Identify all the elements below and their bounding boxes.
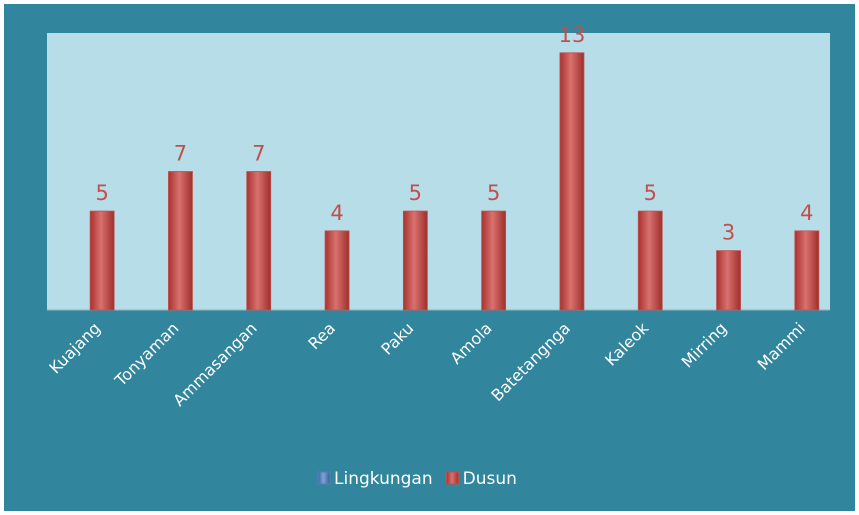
bar	[89, 210, 115, 311]
bar	[168, 171, 193, 311]
data-label: 7	[174, 142, 187, 166]
data-label: 13	[559, 23, 586, 47]
legend-label: Dusun	[463, 469, 517, 489]
legend-swatch	[317, 471, 331, 485]
bar	[246, 171, 272, 311]
legend-label: Lingkungan	[334, 469, 433, 489]
bar	[794, 230, 820, 311]
bar	[481, 210, 507, 311]
bar	[324, 230, 350, 311]
data-label: 5	[409, 181, 422, 205]
data-label: 5	[95, 181, 108, 205]
bar	[716, 250, 741, 311]
data-label: 3	[722, 221, 735, 245]
data-label: 7	[252, 142, 265, 166]
bar	[637, 210, 663, 311]
data-label: 5	[487, 181, 500, 205]
bar	[402, 210, 428, 311]
plot-area	[47, 33, 830, 310]
data-label: 4	[800, 201, 813, 225]
data-label: 4	[330, 201, 343, 225]
bar	[559, 52, 585, 311]
legend-swatch	[446, 471, 460, 485]
data-label: 5	[644, 181, 657, 205]
